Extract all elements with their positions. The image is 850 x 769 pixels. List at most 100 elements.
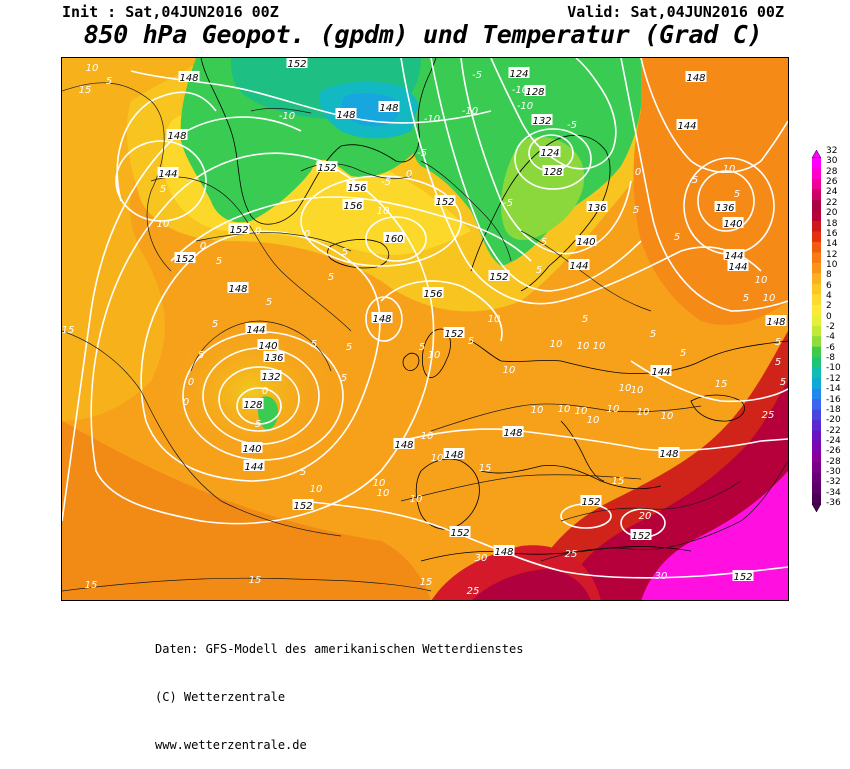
temperature-label: 10 <box>421 431 434 442</box>
geopotential-label: 140 <box>257 339 279 352</box>
temperature-label: 10 <box>550 339 563 350</box>
temperature-label: 0 <box>200 241 206 252</box>
coastline-italy <box>560 420 605 482</box>
temperature-label: 5 <box>311 339 317 350</box>
temperature-label-text: 10 <box>488 314 501 325</box>
legend-label: 28 <box>826 166 838 177</box>
temperature-field-southwest <box>62 421 431 600</box>
legend-swatch <box>812 367 821 379</box>
geopotential-labels: 1481521481441481481521561561521521601521… <box>157 58 787 583</box>
geopotential-label-text: 148 <box>766 317 785 328</box>
temperature-label-text: 5 <box>582 314 588 325</box>
legend-arrow-bottom <box>812 503 821 512</box>
temperature-label: 5 <box>674 232 680 243</box>
geopotential-label: 136 <box>586 201 608 214</box>
legend-label: -10 <box>826 363 841 374</box>
temperature-label: 5 <box>680 348 686 359</box>
isohypse-low-north <box>490 58 617 170</box>
legend-swatch <box>812 420 821 431</box>
coastlines <box>200 58 788 562</box>
legend-swatch <box>812 262 821 274</box>
geopotential-label: 156 <box>342 199 364 212</box>
geopotential-label: 140 <box>241 442 263 455</box>
temperature-label: 5 <box>541 237 547 248</box>
temperature-label: 5 <box>342 247 348 258</box>
geopotential-label-text: 152 <box>489 272 508 283</box>
geopotential-label-box <box>443 327 465 338</box>
weather-map: 148 152 148 144 148 148 152 156 156 152 152 160 152 1… <box>61 57 789 601</box>
legend-label: 10 <box>826 259 838 270</box>
temperature-label-text: 5 <box>216 256 222 267</box>
isohypse-136-east <box>697 170 755 232</box>
isotherm-5 <box>150 176 352 332</box>
geopotential-label-box <box>658 447 680 458</box>
geopotential-label-text: 148 <box>179 73 198 84</box>
coastline-ireland <box>402 352 420 371</box>
temperature-label-text: 10 <box>428 350 441 361</box>
temperature-label: 5 <box>328 272 334 283</box>
geopotential-label: 128 <box>524 85 546 98</box>
legend-swatch <box>812 441 821 452</box>
temperature-label: 0 <box>188 377 194 388</box>
temperature-label-text: 30 <box>475 553 488 564</box>
geopotential-label-box <box>714 201 736 212</box>
geopotential-label-text: 124 <box>540 148 559 159</box>
geopotential-label-text: 152 <box>287 59 306 70</box>
geopotential-label-text: 148 <box>372 314 391 325</box>
legend-label: -12 <box>826 373 841 384</box>
temperature-label: 15 <box>715 379 728 390</box>
temperature-label-text: 10 <box>377 488 390 499</box>
isotherm-25 <box>540 460 788 562</box>
temperature-label-text: 5 <box>300 467 306 478</box>
geopotential-label-box <box>228 223 250 234</box>
geopotential-label: 148 <box>166 129 188 142</box>
isohypse-low-west <box>115 140 207 222</box>
temperature-label: 10 <box>373 478 386 489</box>
geopotential-label-box <box>242 398 264 409</box>
geopotential-label-text: 148 <box>503 428 522 439</box>
temperature-label: 0 <box>262 386 268 397</box>
legend-label: 14 <box>826 239 838 250</box>
temperature-label: -10 <box>424 114 440 125</box>
temperature-label: -5 <box>317 160 327 171</box>
temperature-label: 5 <box>536 265 542 276</box>
legend-swatch <box>812 252 821 264</box>
temperature-label-text: 10 <box>661 411 674 422</box>
temperature-label: 5 <box>346 342 352 353</box>
legend-swatch <box>812 346 821 358</box>
legend-label: 24 <box>826 187 838 198</box>
geopotential-label-text: 128 <box>243 400 262 411</box>
geopotential-label-box <box>241 442 263 453</box>
temperature-label-text: 5 <box>311 339 317 350</box>
geopotential-label: 148 <box>685 71 707 84</box>
temperature-label: 10 <box>488 314 501 325</box>
temperature-label-text: 10 <box>637 407 650 418</box>
legend-swatch <box>812 189 821 201</box>
geopotential-label: 128 <box>542 165 564 178</box>
geopotential-label-box <box>316 161 338 172</box>
geopotential-label-text: 144 <box>569 261 588 272</box>
temperature-label-text: 0 <box>200 241 206 252</box>
website-link[interactable]: www.wetterzentrale.de <box>155 738 307 752</box>
isohypse-152-north <box>170 196 532 262</box>
temperature-label: 10 <box>575 406 588 417</box>
temperature-label: 5 <box>198 350 204 361</box>
data-source-credit: Daten: GFS-Modell des amerikanischen Wet… <box>155 642 524 656</box>
legend-swatch <box>812 168 821 180</box>
geopotential-label-box <box>722 217 744 228</box>
geopotential-label-box <box>174 252 196 263</box>
legend-label: 30 <box>826 156 838 167</box>
geopotential-label-box <box>157 167 179 178</box>
isohypse-140 <box>430 58 642 292</box>
isohypse-144-north <box>400 58 762 305</box>
temperature-label-text: 10 <box>503 365 516 376</box>
temperature-label-text: 5 <box>342 247 348 258</box>
legend-swatch <box>812 220 821 232</box>
temperature-label: 5 <box>582 314 588 325</box>
isohypse-148-east <box>620 58 788 312</box>
geopotential-label: 152 <box>316 161 338 174</box>
geopotential-label: 148 <box>335 108 357 121</box>
coastline-europe <box>470 340 788 374</box>
geopotential-label: 148 <box>765 315 787 328</box>
temperature-label-text: 10 <box>157 219 170 230</box>
